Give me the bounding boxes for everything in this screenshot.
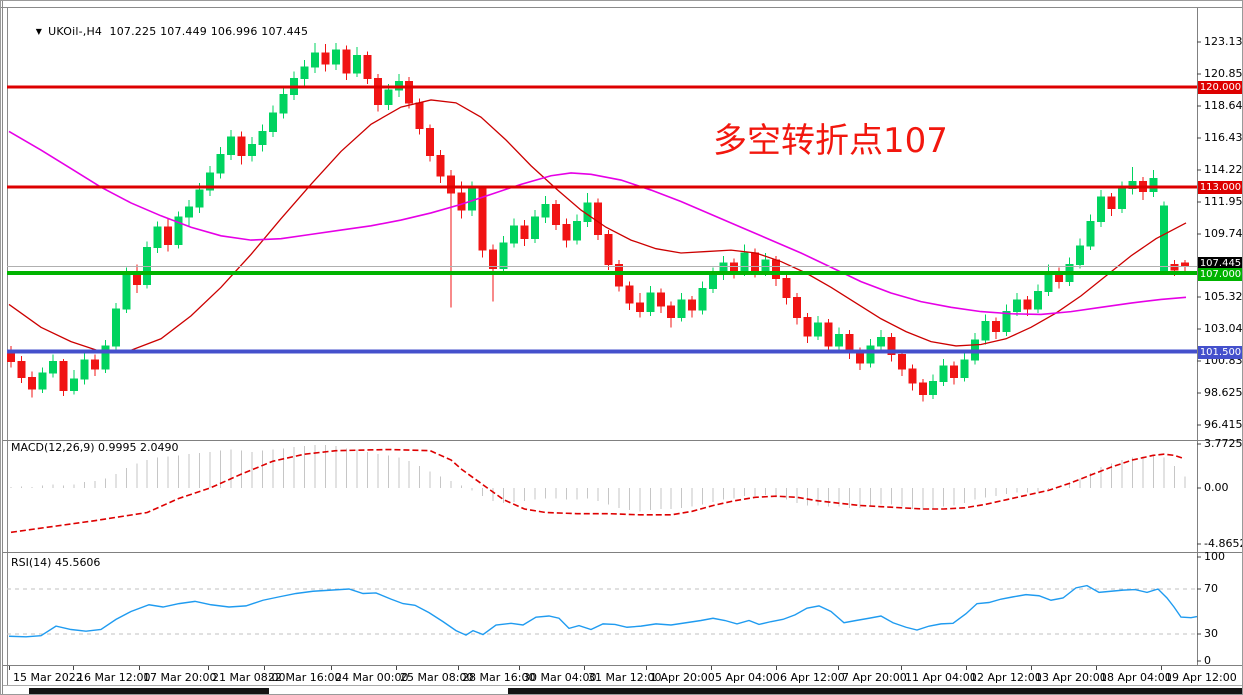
- price-axis-label: 109.740: [1204, 227, 1243, 240]
- time-axis-label: 1 Apr 20:00: [650, 671, 715, 684]
- price-axis-label: 118.645: [1204, 99, 1243, 112]
- price-axis-label: 96.415: [1204, 418, 1243, 431]
- time-axis-label: 28 Mar 16:00: [462, 671, 536, 684]
- price-tag-101_500: 101.500: [1198, 345, 1242, 359]
- price-axis-label: 114.225: [1204, 163, 1243, 176]
- time-axis-label: 21 Mar 08:00: [212, 671, 286, 684]
- price-tag-120_000: 120.000: [1198, 80, 1242, 94]
- time-axis-label: 5 Apr 04:00: [715, 671, 780, 684]
- time-axis-label: 17 Mar 20:00: [143, 671, 217, 684]
- macd-axis-label: 0.00: [1204, 481, 1229, 494]
- macd-axis-label: -4.8652: [1204, 537, 1243, 550]
- time-axis-label: 6 Apr 12:00: [780, 671, 845, 684]
- time-axis-label: 30 Mar 04:00: [523, 671, 597, 684]
- price-axis-label: 120.855: [1204, 67, 1243, 80]
- price-axis-label: 123.130: [1204, 35, 1243, 48]
- time-axis-label: 15 Mar 2022: [13, 671, 83, 684]
- rsi-axis-label: 30: [1204, 627, 1218, 640]
- price-axis-label: 98.625: [1204, 386, 1243, 399]
- time-axis-label: 16 Mar 12:00: [77, 671, 151, 684]
- rsi-axis-label: 0: [1204, 654, 1211, 667]
- time-axis-label: 22 Mar 16:00: [268, 671, 342, 684]
- macd-indicator-label: MACD(12,26,9) 0.9995 2.0490: [11, 441, 179, 454]
- annotation-text[interactable]: 多空转折点107: [713, 121, 948, 161]
- collapse-triangle-icon[interactable]: ▼: [35, 27, 43, 36]
- rsi-axis-label: 100: [1204, 550, 1225, 563]
- time-axis-label: 25 Mar 08:00: [400, 671, 474, 684]
- time-axis-label: 19 Apr 12:00: [1165, 671, 1237, 684]
- price-axis-label: 111.950: [1204, 195, 1243, 208]
- price-axis-label: 116.435: [1204, 131, 1243, 144]
- rsi-axis-label: 70: [1204, 582, 1218, 595]
- time-axis-label: 11 Apr 04:00: [905, 671, 977, 684]
- chart-title-text: UKOil-,H4 107.225 107.449 106.996 107.44…: [48, 25, 309, 38]
- price-tag-107_445: 107.445: [1198, 256, 1242, 270]
- price-axis-label: 103.045: [1204, 322, 1243, 335]
- time-axis-label: 13 Apr 20:00: [1035, 671, 1107, 684]
- macd-axis-label: 3.7725: [1204, 437, 1243, 450]
- price-tag-107_000: 107.000: [1198, 267, 1242, 281]
- rsi-indicator-label: RSI(14) 45.5606: [11, 556, 101, 569]
- time-axis-label: 31 Mar 12:00: [588, 671, 662, 684]
- chart-title: ▼ UKOil-,H4 107.225 107.449 106.996 107.4…: [21, 12, 308, 51]
- price-axis-label: 105.320: [1204, 290, 1243, 303]
- time-axis-label: 12 Apr 12:00: [970, 671, 1042, 684]
- price-tag-113_000: 113.000: [1198, 180, 1242, 194]
- time-axis-label: 18 Apr 04:00: [1100, 671, 1172, 684]
- time-axis-label: 7 Apr 20:00: [842, 671, 907, 684]
- time-axis-label: 24 Mar 00:00: [335, 671, 409, 684]
